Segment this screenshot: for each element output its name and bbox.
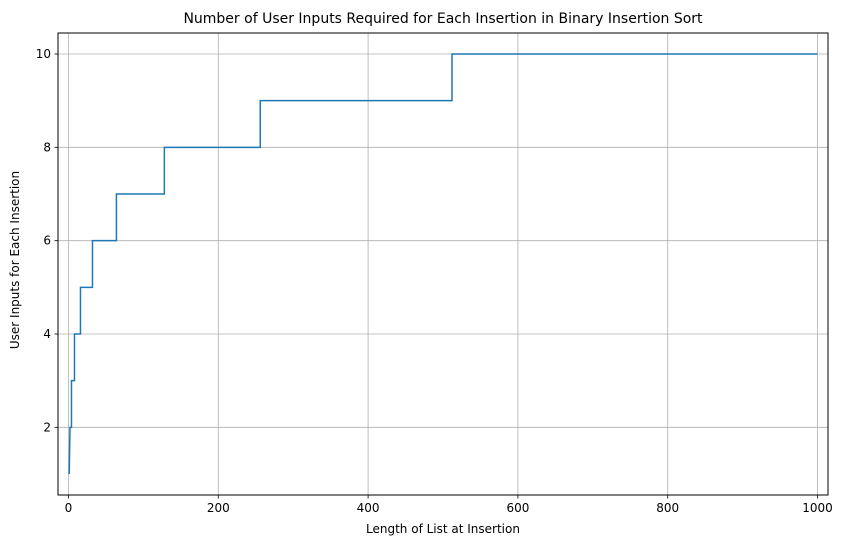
y-tick-label: 8 xyxy=(43,140,51,154)
x-tick-label: 1000 xyxy=(802,501,833,515)
y-tick-label: 4 xyxy=(43,327,51,341)
series-line xyxy=(68,53,818,475)
x-tick-label: 0 xyxy=(65,501,73,515)
y-axis: 2 4 6 8 10 xyxy=(36,47,58,434)
x-tick-label: 800 xyxy=(656,501,679,515)
x-tick-label: 400 xyxy=(357,501,380,515)
y-axis-label: User Inputs for Each Insertion xyxy=(8,171,22,349)
axes-frame xyxy=(57,32,829,496)
x-axis-label: Length of List at Insertion xyxy=(366,522,520,536)
x-tick-label: 200 xyxy=(207,501,230,515)
x-tick-label: 600 xyxy=(506,501,529,515)
plot-line-group xyxy=(68,53,818,475)
y-tick-label: 2 xyxy=(43,420,51,434)
chart-title: Number of User Inputs Required for Each … xyxy=(183,11,703,27)
grid xyxy=(58,33,828,495)
y-tick-label: 6 xyxy=(43,234,51,248)
y-tick-label: 10 xyxy=(36,47,51,61)
x-axis: 0 200 400 600 800 1000 xyxy=(65,495,833,515)
